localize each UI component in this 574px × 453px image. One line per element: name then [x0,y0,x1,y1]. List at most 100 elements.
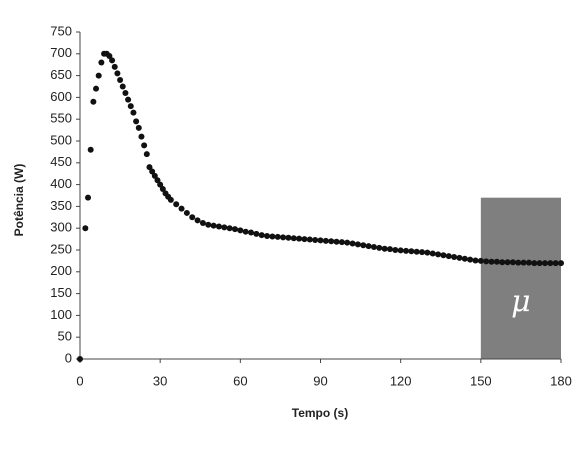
point [125,96,132,103]
point [472,257,479,264]
point [413,248,420,255]
point [274,233,281,240]
y-tick-label: 350 [50,198,72,213]
point [301,236,308,243]
point [143,151,150,158]
point [154,177,161,184]
point [344,239,351,246]
x-axis-title: Tempo (s) [292,406,348,420]
point [531,260,538,267]
point [322,237,329,244]
point [483,258,490,265]
point [149,168,156,175]
point [461,255,468,262]
x-tick-label: 60 [233,373,247,388]
point [141,142,148,149]
point [82,225,89,232]
point [258,232,265,239]
point [205,221,212,228]
point [117,76,124,83]
y-tick-label: 0 [65,350,72,365]
point [536,260,543,267]
point [552,260,559,267]
y-tick-label: 550 [50,111,72,126]
point [146,164,153,171]
point [109,57,116,64]
point [360,242,367,249]
point [210,222,217,229]
y-tick-label: 600 [50,89,72,104]
point [306,236,313,243]
y-tick-label: 400 [50,176,72,191]
point [386,246,393,253]
point [515,259,522,266]
point [403,247,410,254]
point [541,260,548,267]
point [397,247,404,254]
point [138,133,145,140]
point [111,63,118,70]
y-tick-label: 500 [50,132,72,147]
point [151,172,158,179]
point [520,259,527,266]
point [167,196,174,203]
point [95,72,102,79]
point [114,70,121,77]
point [493,258,500,265]
point [317,237,324,244]
point [157,181,164,188]
point [285,234,292,241]
point [264,233,271,240]
y-tick-label: 300 [50,220,72,235]
y-axis-title: Potência (W) [12,164,26,237]
y-tick-label: 450 [50,154,72,169]
x-tick-label: 180 [550,373,572,388]
point [189,214,196,221]
point [392,247,399,253]
point [349,240,356,247]
point [127,103,134,110]
point [312,236,319,243]
point [338,239,345,246]
point [159,185,166,192]
point [199,219,206,226]
point [183,209,190,216]
point [130,109,137,116]
point [370,243,377,250]
region-label: μ [511,284,531,319]
point [477,257,484,264]
x-tick-label: 0 [76,373,83,388]
point [424,249,431,256]
point [226,225,233,232]
point [558,260,564,267]
point [135,124,142,131]
point [435,251,442,258]
y-tick-label: 700 [50,45,72,60]
point [122,90,129,97]
point [408,248,415,255]
point [77,356,83,362]
point [221,224,228,231]
point [445,253,452,260]
point [85,194,92,201]
point [242,228,249,235]
point [381,245,388,252]
x-tick-label: 150 [470,373,492,388]
point [290,235,297,242]
point [333,238,340,245]
point [106,52,113,59]
y-tick-label: 200 [50,263,72,278]
point [429,250,436,257]
point [248,229,255,236]
y-tick-label: 100 [50,307,72,322]
point [296,235,303,242]
point [467,256,474,263]
y-tick-label: 250 [50,241,72,256]
point [280,234,287,241]
point [488,258,495,265]
point [451,253,458,260]
point [456,254,463,261]
x-tick-label: 30 [153,373,167,388]
point [237,227,244,234]
